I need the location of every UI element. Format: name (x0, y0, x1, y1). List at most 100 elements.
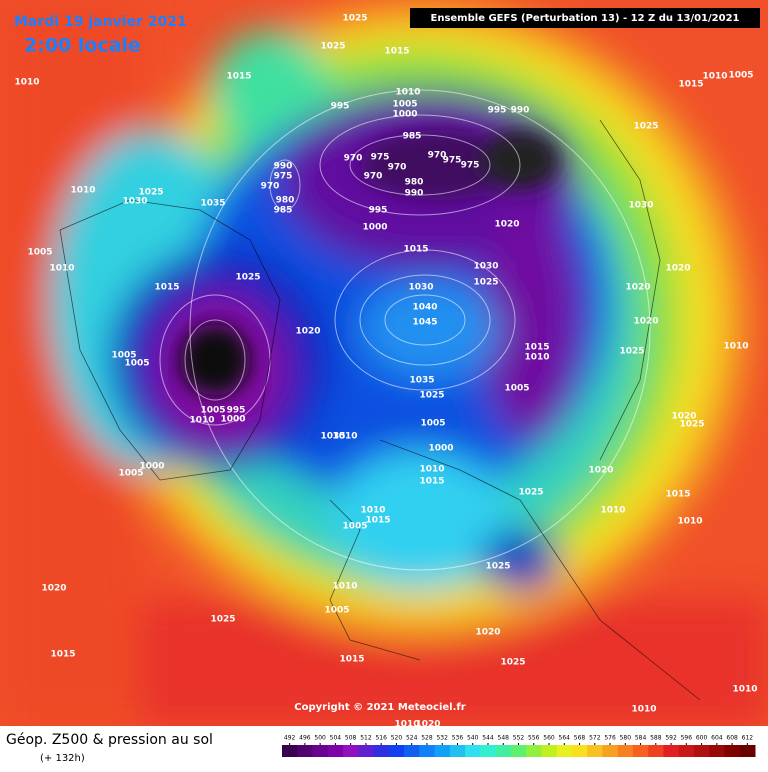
pressure-label: 1040 (412, 303, 437, 313)
colorbar-cell (541, 745, 558, 757)
colorbar-cell (404, 745, 420, 757)
pressure-label: 1010 (332, 582, 357, 592)
colorbar-cell (358, 745, 375, 757)
pressure-label: 970 (388, 163, 407, 173)
colorbar-label: 496 (299, 735, 311, 742)
colorbar-label: 524 (406, 735, 418, 742)
colorbar-cell (739, 745, 756, 757)
pressure-label: 970 (364, 172, 383, 182)
pressure-label: 1025 (500, 658, 525, 668)
colorbar-label: 588 (650, 735, 662, 742)
colorbar-cell (510, 745, 527, 757)
pressure-label: 1035 (409, 376, 434, 386)
colorbar-cell (465, 745, 481, 757)
colorbar-cell (373, 745, 390, 757)
colorbar-label: 604 (711, 735, 723, 742)
pressure-label: 1005 (504, 384, 529, 394)
colorbar-label: 556 (528, 735, 540, 742)
pressure-label: 985 (274, 206, 293, 216)
pressure-label: 1005 (27, 248, 52, 258)
pressure-label: 990 (405, 189, 424, 199)
pressure-label: 1025 (473, 278, 498, 288)
colorbar-cell (388, 745, 405, 757)
pressure-label: 1020 (41, 584, 66, 594)
pressure-label: 995 (488, 106, 507, 116)
pressure-label: 1010 (360, 506, 385, 516)
pressure-label: 1005 (342, 522, 367, 532)
colorbar-cell (602, 745, 619, 757)
pressure-label: 1005 (124, 359, 149, 369)
pressure-label: 1000 (392, 110, 417, 120)
pressure-label: 1035 (200, 199, 225, 209)
pressure-label: 1010 (14, 78, 39, 88)
pressure-label: 1000 (362, 223, 387, 233)
pressure-label: 1000 (139, 462, 164, 472)
colorbar-cell (617, 745, 634, 757)
colorbar-cell (282, 745, 298, 757)
pressure-label: 1020 (415, 720, 440, 730)
colorbar-cell (693, 745, 710, 757)
pressure-label: 1025 (210, 615, 235, 625)
pressure-label: 1010 (723, 342, 748, 352)
pressure-label: 1025 (518, 488, 543, 498)
pressure-label: 1010 (332, 432, 357, 442)
pressure-label: 975 (461, 161, 480, 171)
pressure-label: 1025 (138, 188, 163, 198)
pressure-label: 1010 (70, 186, 95, 196)
colorbar-label: 540 (467, 735, 479, 742)
pressure-label: 1025 (235, 273, 260, 283)
pressure-label: 1010 (677, 517, 702, 527)
pressure-label: 1015 (339, 655, 364, 665)
footer-title: Géop. Z500 & pression au sol (6, 732, 213, 748)
pressure-label: 1015 (403, 245, 428, 255)
pressure-label: 1015 (50, 650, 75, 660)
pressure-label: 1025 (619, 347, 644, 357)
run-info: Ensemble GEFS (Perturbation 13) - 12 Z d… (431, 13, 740, 24)
pressure-label: 1015 (419, 477, 444, 487)
colorbar-label: 576 (604, 735, 616, 742)
pressure-label: 1010 (419, 465, 444, 475)
pressure-label: 1005 (118, 469, 143, 479)
run-banner (410, 8, 760, 28)
pressure-label: 975 (274, 172, 293, 182)
colorbar-label: 580 (620, 735, 632, 742)
pressure-label: 1020 (671, 412, 696, 422)
colorbar-cell (571, 745, 588, 757)
pressure-label: 1030 (408, 283, 433, 293)
colorbar-label: 568 (574, 735, 586, 742)
isobars (159, 89, 651, 571)
colorbar-label: 508 (345, 735, 357, 742)
pressure-label: 1010 (189, 416, 214, 426)
colorbar-label: 516 (375, 735, 387, 742)
pressure-label: 1030 (628, 201, 653, 211)
pressure-label: 1025 (679, 420, 704, 430)
pressure-label: 970 (344, 154, 363, 164)
pressure-label: 1020 (494, 220, 519, 230)
pressure-label: 1015 (384, 47, 409, 57)
colorbar-cell (648, 745, 664, 757)
pressure-label: 970 (261, 182, 280, 192)
pressure-label: 1035 (320, 432, 345, 442)
colorbar-label: 572 (589, 735, 601, 742)
colorbar: 492 496 500 504 508 512 516 520 524 528 532 536 540 5… (282, 735, 756, 757)
pressure-label: 1010 (702, 72, 727, 82)
pressure-label: 1005 (728, 71, 753, 81)
pressure-label: 1005 (324, 606, 349, 616)
time: 2:00 locale (24, 35, 141, 57)
pressure-label: 995 (227, 406, 246, 416)
colorbar-label: 600 (696, 735, 708, 742)
pressure-label: 1020 (475, 628, 500, 638)
colorbar-label: 504 (330, 735, 342, 742)
colorbar-label: 560 (543, 735, 555, 742)
colorbar-label: 492 (284, 735, 296, 742)
date: Mardi 19 janvier 2021 (14, 14, 187, 30)
colorbar-cell (449, 745, 466, 757)
pressure-label: 1020 (588, 466, 613, 476)
colorbar-cell (297, 745, 314, 757)
pressure-label: 1015 (226, 72, 251, 82)
colorbar-label: 612 (742, 735, 754, 742)
pressure-label: 1005 (420, 419, 445, 429)
pressure-label: 1010 (395, 88, 420, 98)
